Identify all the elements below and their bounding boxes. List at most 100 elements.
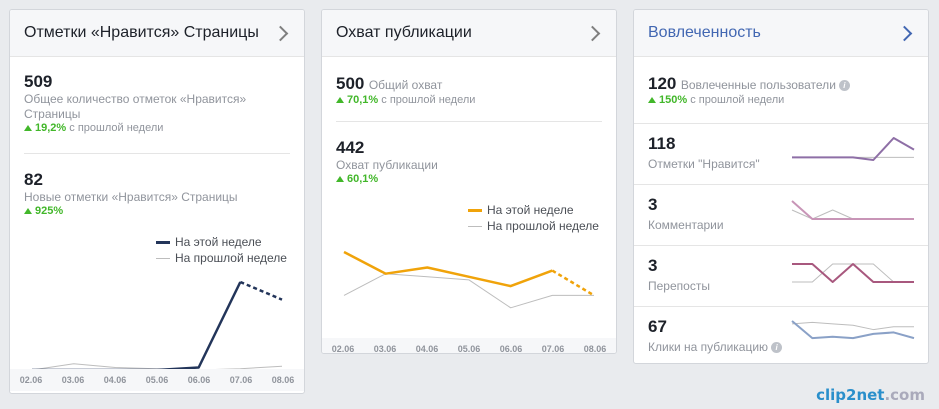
- post-reach-card-header[interactable]: Охват публикации: [322, 10, 616, 57]
- engagement-clicks-value: 67: [648, 317, 667, 336]
- engagement-comments-value: 3: [648, 195, 658, 214]
- divider: [336, 121, 602, 122]
- engagement-row-shares: 3 Перепосты: [634, 245, 928, 307]
- chevron-right-icon[interactable]: [584, 25, 601, 41]
- total-likes-value: 509: [24, 72, 53, 91]
- total-likes-label: Общее количество отметок «Нравится» Стра…: [24, 92, 247, 121]
- x-tick-label: 07.06: [541, 344, 565, 354]
- legend-swatch-this-week: [468, 208, 482, 212]
- legend-last-week: На прошлой неделе: [487, 219, 599, 233]
- page-likes-card-header[interactable]: Отметки «Нравится» Страницы: [10, 10, 304, 57]
- new-likes-change-value: 925%: [35, 205, 64, 217]
- x-tick-label: 08.06: [271, 375, 295, 385]
- engagement-card: Вовлеченность 120 Вовлеченные пользовате…: [633, 9, 929, 364]
- series-line-this-week: [792, 137, 915, 161]
- change-suffix: с прошлой недели: [69, 122, 164, 134]
- engaged-users-value: 120: [648, 74, 677, 93]
- clicks-sparkline: [791, 320, 915, 340]
- likes-chart-x-axis: 02.06 03.06 04.06 05.06 06.06 07.06 08.06: [10, 369, 304, 391]
- reach-chart-x-axis: 02.06 03.06 04.06 05.06 06.06 07.06 08.06: [322, 338, 616, 354]
- engagement-row-comments: 3 Комментарии: [634, 184, 928, 246]
- legend-last-week: На прошлой неделе: [175, 251, 287, 265]
- total-likes-change: 19,2% с прошлой недели: [24, 122, 284, 134]
- arrow-up-icon: [648, 97, 656, 103]
- series-line-last-week: [792, 263, 914, 283]
- legend-swatch-this-week: [156, 240, 170, 244]
- arrow-up-icon: [336, 97, 344, 103]
- total-likes-metric: 509 Общее количество отметок «Нравится» …: [24, 72, 284, 134]
- legend-this-week: На этой неделе: [487, 203, 574, 217]
- x-tick-label: 02.06: [19, 375, 43, 385]
- engagement-title[interactable]: Вовлеченность: [648, 24, 761, 41]
- series-line-last-week: [31, 363, 283, 371]
- clip2net-watermark: clip2net.com: [816, 386, 925, 404]
- legend-swatch-last-week: [156, 257, 170, 259]
- watermark-brand: clip2net: [816, 386, 885, 404]
- x-tick-label: 03.06: [61, 375, 85, 385]
- arrow-up-icon: [24, 208, 32, 214]
- new-likes-label: Новые отметки «Нравится» Страницы: [24, 190, 238, 204]
- reach-chart-legend: На этой неделе На прошлой неделе: [468, 202, 599, 234]
- engagement-shares-value: 3: [648, 256, 658, 275]
- engagement-clicks-label-text: Клики на публикацию: [648, 340, 769, 354]
- series-line-this-week: [791, 320, 915, 340]
- likes-chart-legend: На этой неделе На прошлой неделе: [156, 234, 287, 266]
- total-likes-change-value: 19,2%: [35, 122, 67, 134]
- legend-swatch-last-week: [468, 225, 482, 227]
- x-tick-label: 06.06: [499, 344, 523, 354]
- engagement-card-header[interactable]: Вовлеченность: [634, 10, 928, 57]
- x-tick-label: 08.06: [583, 344, 607, 354]
- post-reach-label: Охват публикации: [336, 158, 438, 172]
- engagement-shares-label: Перепосты: [648, 279, 710, 293]
- arrow-up-icon: [336, 176, 344, 182]
- likes-chart: [31, 280, 283, 372]
- series-line-this-week-projection: [239, 280, 283, 301]
- series-line-this-week: [32, 281, 242, 372]
- total-reach-change-value: 70,1%: [347, 94, 379, 106]
- watermark-suffix: .com: [884, 386, 925, 404]
- x-tick-label: 03.06: [373, 344, 397, 354]
- x-tick-label: 04.06: [103, 375, 127, 385]
- engagement-row-clicks: 67 Клики на публикацию i: [634, 306, 928, 363]
- new-likes-change: 925%: [24, 205, 284, 217]
- post-reach-metric: 442 Охват публикации 60,1%: [336, 138, 596, 185]
- engagement-likes-label: Отметки "Нравится": [648, 157, 760, 171]
- engaged-users-label: Вовлеченные пользователи: [680, 78, 836, 92]
- engaged-users-metric: 120 Вовлеченные пользователи i 150% с про…: [648, 74, 918, 106]
- change-suffix: с прошлой недели: [381, 94, 476, 106]
- chevron-right-icon[interactable]: [896, 25, 913, 41]
- post-reach-card: Охват публикации 500 Общий охват 70,1% с…: [321, 9, 617, 354]
- engagement-row-likes: 118 Отметки "Нравится": [634, 123, 928, 185]
- x-tick-label: 07.06: [229, 375, 253, 385]
- total-reach-change: 70,1% с прошлой недели: [336, 94, 596, 106]
- engaged-users-change-value: 150%: [659, 94, 688, 106]
- info-icon[interactable]: i: [771, 342, 783, 353]
- series-line-this-week: [791, 200, 914, 220]
- series-line-this-week: [792, 263, 914, 283]
- total-reach-value: 500: [336, 74, 365, 93]
- engagement-likes-value: 118: [648, 134, 676, 153]
- page-likes-card: Отметки «Нравится» Страницы 509 Общее ко…: [9, 9, 305, 394]
- engagement-clicks-label: Клики на публикацию i: [648, 340, 783, 355]
- series-line-last-week: [343, 273, 594, 309]
- new-likes-value: 82: [24, 170, 43, 189]
- engagement-comments-label: Комментарии: [648, 218, 724, 232]
- total-reach-metric: 500 Общий охват 70,1% с прошлой недели: [336, 74, 596, 106]
- post-reach-change: 60,1%: [336, 173, 596, 185]
- comments-sparkline: [791, 200, 914, 220]
- x-tick-label: 02.06: [331, 344, 355, 354]
- series-line-last-week: [791, 321, 914, 331]
- legend-this-week: На этой неделе: [175, 235, 262, 249]
- total-reach-label: Общий охват: [368, 78, 443, 92]
- post-reach-change-value: 60,1%: [347, 173, 379, 185]
- x-tick-label: 06.06: [187, 375, 211, 385]
- shares-sparkline: [792, 263, 914, 283]
- change-suffix: с прошлой недели: [690, 94, 785, 106]
- arrow-up-icon: [24, 125, 32, 131]
- info-icon[interactable]: i: [838, 80, 850, 91]
- post-reach-title: Охват публикации: [336, 24, 472, 41]
- x-tick-label: 05.06: [457, 344, 481, 354]
- chevron-right-icon[interactable]: [272, 25, 289, 41]
- series-line-this-week-projection: [551, 269, 595, 297]
- page-likes-title: Отметки «Нравится» Страницы: [24, 24, 259, 41]
